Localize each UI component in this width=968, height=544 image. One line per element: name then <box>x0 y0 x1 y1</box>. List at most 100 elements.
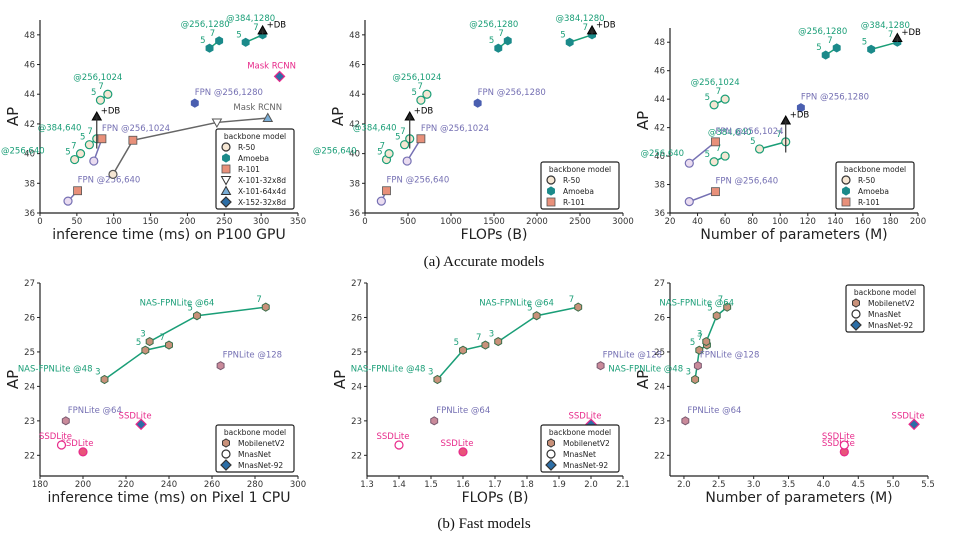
series-label: @256,1024 <box>691 78 740 88</box>
series-label: @384,640 <box>38 124 82 134</box>
point-label: 7 <box>87 127 92 137</box>
legend-entry: R-50 <box>858 176 875 185</box>
series-line <box>112 117 268 175</box>
legend-marker <box>222 153 230 163</box>
legend-marker <box>545 459 557 471</box>
point-label: 7 <box>400 127 405 137</box>
legend-marker <box>221 164 231 174</box>
data-point <box>681 416 690 426</box>
legend-entry: X-101-64x4d <box>238 187 286 196</box>
data-point <box>61 416 70 426</box>
series-ssdlite-mnasnet: SSDLite <box>39 432 72 450</box>
data-point <box>422 89 432 99</box>
data-point <box>473 98 482 108</box>
series-label: FPNLite @64 <box>436 406 490 416</box>
data-point <box>165 340 173 350</box>
series--db-large: +DB <box>891 28 921 42</box>
series-fpn-256-640: FPN @256,640 <box>376 176 449 206</box>
point-label: 7 <box>71 142 76 152</box>
point-label: 3 <box>686 368 691 378</box>
x-tick-label: 1500 <box>483 217 505 227</box>
series-ssdlite-mnasnet-92: SSDLite <box>119 411 152 431</box>
x-tick-label: 50 <box>71 217 82 227</box>
legend-entry: R-50 <box>238 143 255 152</box>
y-tick-label: 46 <box>654 67 665 77</box>
data-point <box>211 118 223 128</box>
data-point <box>63 196 73 206</box>
x-tick-label: 0 <box>362 217 367 227</box>
y-tick-label: 48 <box>24 31 35 41</box>
x-tick-label: 3.5 <box>782 480 796 490</box>
point-label: 7 <box>253 23 258 33</box>
point-label: 7 <box>380 142 385 152</box>
legend-marker <box>546 197 556 207</box>
legend: backbone model R-50 Amoeba R-101 <box>835 161 915 210</box>
data-point <box>145 337 154 347</box>
series-label: NAS-FPNLite @48 <box>18 365 93 375</box>
series--db-small: +DB <box>780 111 810 153</box>
legend: backbone model R-50 Amoeba R-101 <box>540 161 620 210</box>
data-point <box>754 144 765 154</box>
y-tick-label: 44 <box>654 95 665 105</box>
point-label: 5 <box>80 133 85 143</box>
legend-entry: MnasNet-92 <box>238 461 283 470</box>
y-tick-label: 46 <box>24 61 35 71</box>
data-point <box>832 43 841 53</box>
data-point <box>141 345 150 355</box>
series-label: @256,1280 <box>181 20 230 30</box>
series-label: @384,1280 <box>226 14 275 24</box>
legend-box <box>215 128 295 210</box>
series-label: FPNLite @64 <box>68 406 122 416</box>
point-label: 3 <box>428 368 433 378</box>
x-axis-label: FLOPs (B) <box>461 227 528 243</box>
series--db-small: +DB <box>91 107 121 149</box>
y-tick-label: 46 <box>349 61 360 71</box>
y-axis-label: AP <box>329 107 347 126</box>
data-point <box>402 156 412 166</box>
series-label: +DB <box>790 111 810 121</box>
x-tick-label: 1.5 <box>424 480 438 490</box>
data-point <box>459 345 467 355</box>
point-label: 5 <box>395 133 400 143</box>
series-label: FPNLite @128 <box>700 351 759 361</box>
series--db-small: +DB <box>404 107 434 149</box>
data-point <box>100 374 109 385</box>
legend-entry: MobilenetV2 <box>238 439 285 448</box>
x-tick-label: 100 <box>106 217 122 227</box>
x-tick-label: 60 <box>720 217 731 227</box>
series-label: SSDLite <box>39 432 72 442</box>
legend-marker <box>841 197 851 207</box>
data-point <box>384 149 394 159</box>
series-label: +DB <box>414 107 434 117</box>
legend-entry: MnasNet <box>868 310 901 319</box>
series-label: +DB <box>101 107 121 117</box>
series-label: FPN @256,640 <box>78 176 141 186</box>
data-point <box>190 98 199 108</box>
data-point <box>596 361 605 371</box>
legend-box <box>845 284 925 333</box>
series--db-large: +DB <box>257 20 286 35</box>
point-label: 7 <box>776 130 781 140</box>
x-tick-label: 1.6 <box>456 480 470 490</box>
y-tick-label: 42 <box>654 124 665 134</box>
x-tick-label: 40 <box>692 217 703 227</box>
series-mask-rcnn-x-152: Mask RCNN <box>247 61 296 83</box>
series-label: NAS-FPNLite @64 <box>479 299 554 309</box>
series--384-640: 5 7 @384,640 <box>708 128 791 154</box>
plot-area: 2.0 2.5 3.0 3.5 4.0 4.5 5.0 5.5 22 23 24 25 26 27 Numb… <box>608 279 934 506</box>
series--256-1024: 57@256,1024 <box>392 73 441 105</box>
y-tick-label: 23 <box>351 417 362 427</box>
x-axis-label: Number of parameters (M) <box>705 490 892 506</box>
data-point <box>839 440 849 450</box>
x-tick-label: 5.5 <box>921 480 935 490</box>
series-label: SSDLite <box>822 439 855 449</box>
point-label: 7 <box>718 295 723 305</box>
y-tick-label: 36 <box>24 209 35 219</box>
point-label: 7 <box>498 29 503 39</box>
data-point <box>693 361 702 371</box>
y-axis-label: AP <box>634 111 652 130</box>
series-label: NAS-FPNLite @64 <box>659 299 734 309</box>
data-point <box>712 311 721 321</box>
